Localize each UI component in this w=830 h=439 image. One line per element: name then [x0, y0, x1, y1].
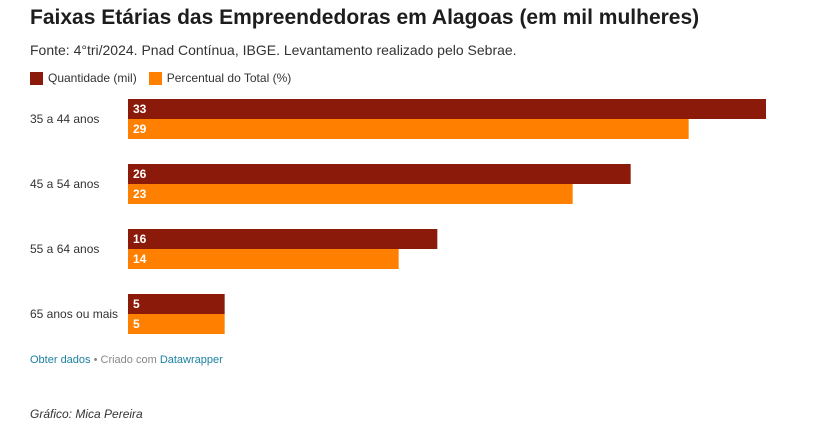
- data-label-quantidade: 5: [133, 297, 140, 311]
- category-label: 65 anos ou mais: [30, 307, 118, 321]
- chart-title: Faixas Etárias das Empreendedoras em Ala…: [30, 6, 700, 29]
- data-label-percentual: 29: [133, 122, 147, 136]
- bar-percentual: [128, 184, 573, 204]
- bar-quantidade: [128, 294, 225, 314]
- data-label-quantidade: 26: [133, 167, 147, 181]
- category-label: 55 a 64 anos: [30, 242, 99, 256]
- data-label-percentual: 23: [133, 187, 147, 201]
- chart-subtitle: Fonte: 4°tri/2024. Pnad Contínua, IBGE. …: [30, 42, 517, 58]
- bar-percentual: [128, 119, 689, 139]
- bar-quantidade: [128, 229, 438, 249]
- chart-footer: Obter dados • Criado com Datawrapper: [30, 354, 223, 366]
- get-data-link[interactable]: Obter dados: [30, 354, 91, 366]
- legend-label-quantidade: Quantidade (mil): [48, 71, 137, 85]
- datawrapper-link[interactable]: Datawrapper: [159, 354, 223, 366]
- bar-chart: 35 a 44 anos 33 29 45 a 54 anos 26 23 55 a 64 …: [30, 99, 766, 334]
- legend-item-quantidade: Quantidade (mil): [30, 71, 137, 85]
- data-label-quantidade: 33: [133, 102, 147, 116]
- chart-credit: Gráfico: Mica Pereira: [30, 407, 143, 421]
- footer-separator: • Criado com: [90, 354, 160, 366]
- data-label-percentual: 14: [133, 252, 147, 266]
- legend-swatch-percentual: [148, 71, 162, 85]
- data-label-percentual: 5: [133, 317, 140, 331]
- bar-quantidade: [128, 164, 631, 184]
- legend-label-percentual: Percentual do Total (%): [166, 71, 292, 85]
- category-label: 45 a 54 anos: [30, 177, 99, 191]
- bar-percentual: [128, 314, 225, 334]
- bar-quantidade: [128, 99, 766, 119]
- bar-percentual: [128, 249, 399, 269]
- legend-item-percentual: Percentual do Total (%): [148, 71, 292, 85]
- category-label: 35 a 44 anos: [30, 112, 99, 126]
- legend: Quantidade (mil) Percentual do Total (%): [30, 71, 303, 85]
- data-label-quantidade: 16: [133, 232, 147, 246]
- legend-swatch-quantidade: [30, 71, 43, 85]
